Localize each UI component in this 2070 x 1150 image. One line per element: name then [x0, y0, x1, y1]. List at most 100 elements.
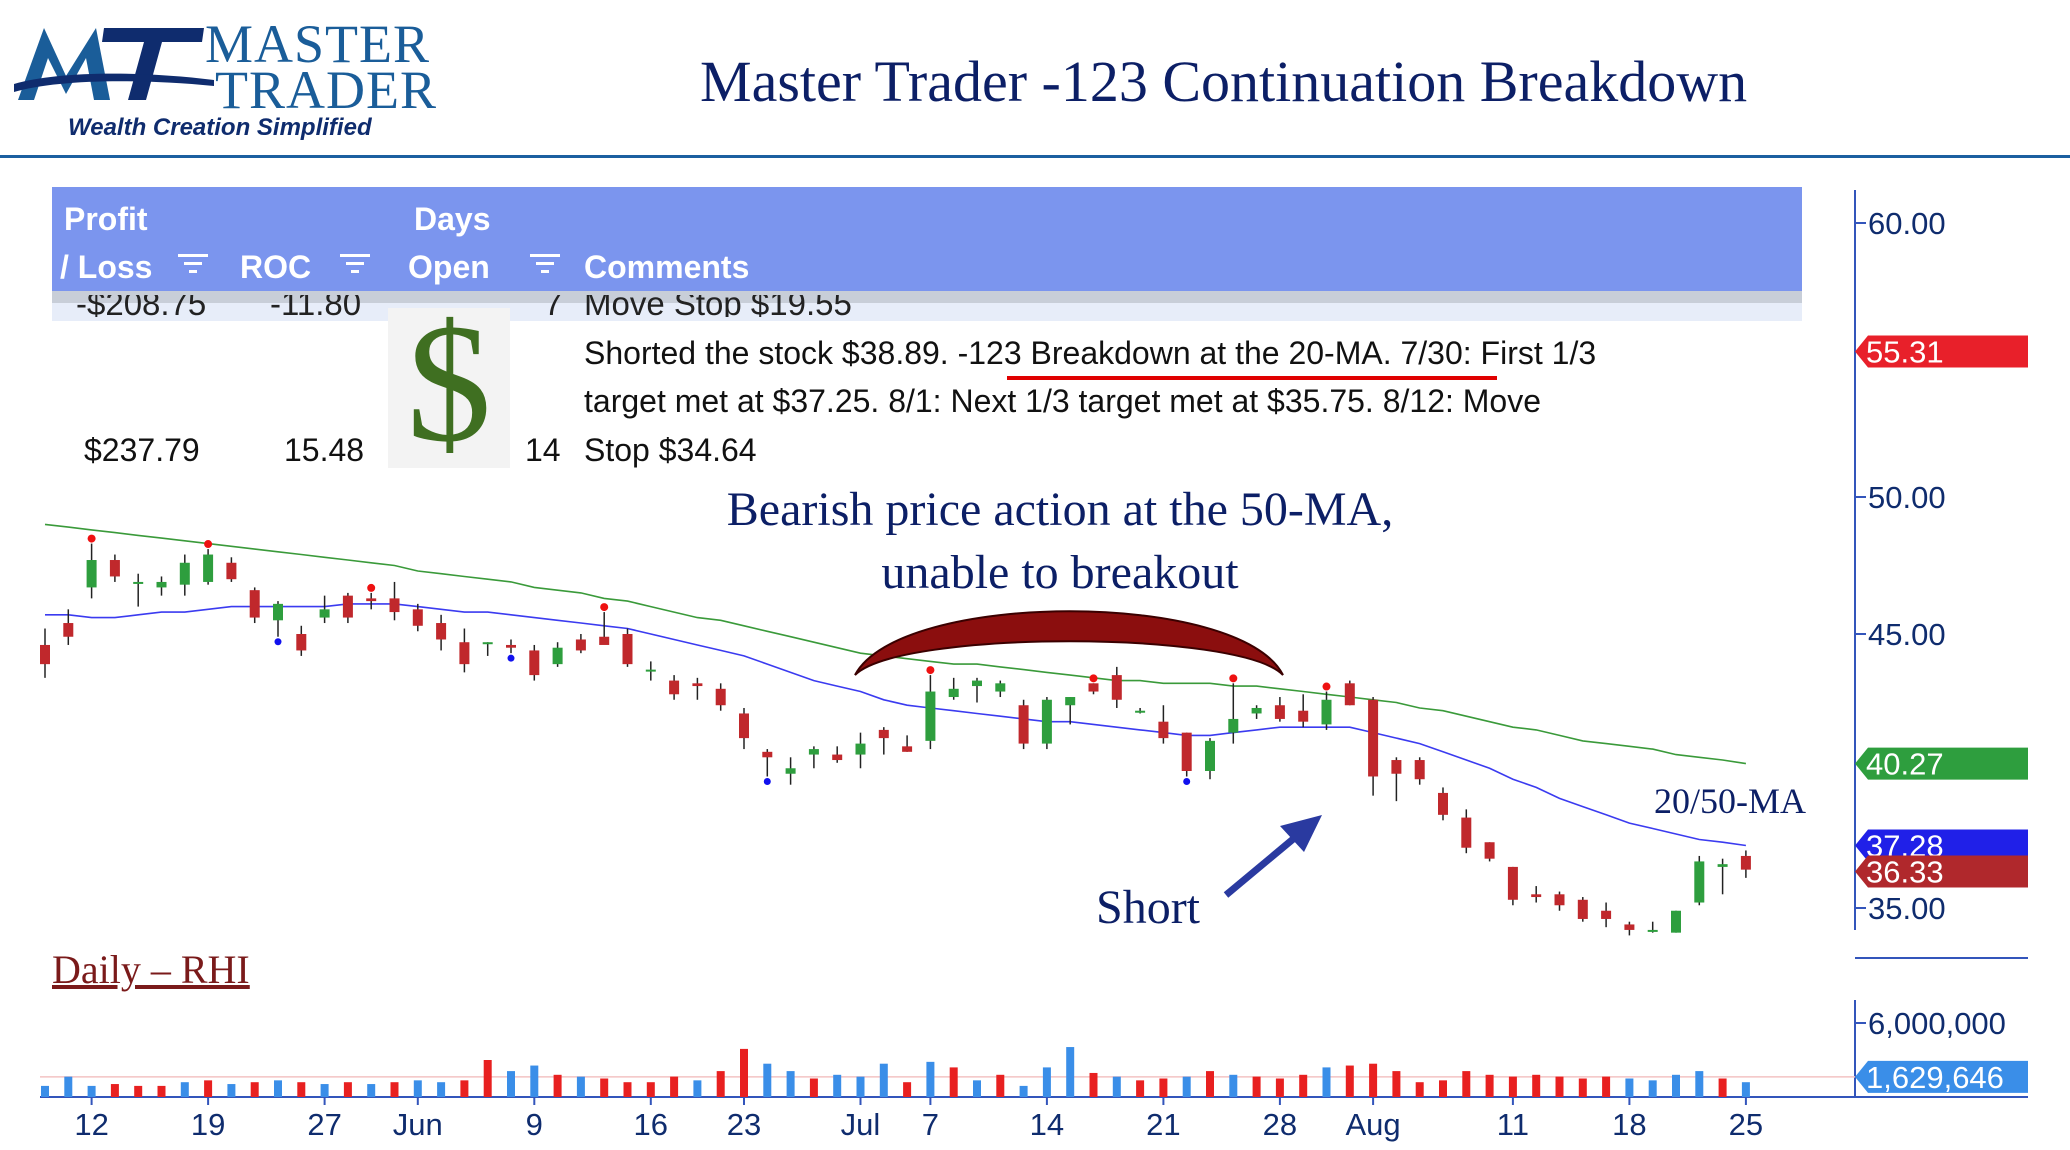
volume-bar [1252, 1076, 1261, 1097]
time-tick-label: 19 [191, 1107, 225, 1142]
candle [1717, 858, 1728, 895]
volume-bar [693, 1080, 702, 1097]
candle-body [273, 603, 283, 621]
volume-bar [856, 1076, 865, 1097]
price-tag [1855, 855, 2028, 888]
filter-icon-profit[interactable] [176, 251, 210, 277]
volume-bar [343, 1082, 352, 1097]
volume-bar [1299, 1074, 1308, 1097]
volume-bar [437, 1082, 446, 1097]
candle-body [179, 562, 190, 585]
volume-bar [1439, 1080, 1447, 1097]
candle [1461, 809, 1472, 854]
volume-bar [1485, 1074, 1494, 1097]
candle [389, 581, 400, 621]
candle-body [948, 688, 959, 698]
candle [1088, 683, 1099, 695]
candle [972, 677, 982, 703]
candle [203, 549, 214, 585]
volume-bar [157, 1085, 166, 1097]
volume-bar [390, 1082, 399, 1097]
candle [86, 543, 97, 599]
candle-body [1368, 699, 1379, 777]
candle [1438, 787, 1448, 821]
volume-bar [1648, 1080, 1657, 1097]
candle [1554, 891, 1565, 911]
annotation-short: Short [1096, 881, 1201, 934]
candle [529, 644, 540, 681]
candle [1181, 732, 1192, 777]
time-tick-label: 25 [1729, 1107, 1763, 1142]
filter-icon-days[interactable] [528, 251, 562, 277]
candle-body [1601, 910, 1612, 919]
candle-body [156, 581, 167, 588]
candle-body [40, 644, 50, 665]
candle [739, 707, 749, 750]
time-tick-label: 28 [1263, 1107, 1297, 1142]
candle [1065, 697, 1076, 725]
pivot-high-marker [1229, 674, 1238, 683]
candle [1041, 697, 1052, 750]
volume-bar [996, 1074, 1005, 1097]
candle-body [1461, 817, 1472, 848]
candle-body [855, 743, 866, 755]
candle-body [1414, 760, 1425, 780]
volume-bar [1508, 1076, 1517, 1097]
candle-body [925, 691, 936, 741]
candle [436, 614, 447, 651]
candle-body [1181, 732, 1192, 771]
candle [156, 576, 167, 596]
candle [482, 642, 493, 656]
time-tick-label: 14 [1030, 1107, 1064, 1142]
candle-body [692, 683, 703, 687]
comment-line-3: Stop $34.64 [584, 432, 757, 468]
candle [715, 683, 726, 711]
volume-bar [926, 1061, 935, 1097]
candle-body [1344, 683, 1355, 706]
volume-bar [1159, 1078, 1168, 1097]
cell-profit: $237.79 [84, 432, 200, 468]
price-tick-label: 35.00 [1868, 891, 1946, 926]
candle-body [1531, 894, 1542, 898]
short-arrow-shaft [1223, 832, 1301, 898]
pivot-high-marker [367, 583, 376, 592]
volume-bar [320, 1084, 329, 1097]
volume-bar [809, 1078, 818, 1097]
price-tick-label: 50.00 [1868, 480, 1946, 515]
cell-days: 14 [525, 432, 561, 468]
filter-icon-roc[interactable] [338, 251, 372, 277]
volume-bar [180, 1082, 189, 1097]
candle-body [1251, 707, 1262, 714]
candle [296, 625, 307, 656]
candle-body [1717, 864, 1728, 867]
candle [1228, 683, 1239, 744]
pivot-high-marker [87, 534, 96, 543]
candle-body [1507, 866, 1518, 900]
candle [1135, 707, 1146, 714]
candle [575, 634, 586, 654]
candle-body [342, 595, 353, 618]
volume-bar [367, 1084, 376, 1097]
candle-body [762, 751, 773, 758]
volume-bar [507, 1071, 515, 1097]
candle-body [366, 598, 377, 602]
candle-body [1158, 721, 1169, 739]
header-days-line1: Days [414, 201, 491, 237]
candle [645, 661, 656, 681]
candle [1274, 697, 1285, 722]
volume-bar [1019, 1085, 1028, 1097]
candle-body [389, 598, 400, 613]
candle-body [622, 634, 633, 665]
volume-bar [1578, 1078, 1587, 1097]
candle-body [902, 746, 913, 752]
price-tick-label: 60.00 [1868, 206, 1946, 241]
candle-body [296, 634, 307, 651]
volume-bar [1555, 1076, 1564, 1097]
candle-body [832, 754, 843, 761]
pivot-low-marker [1183, 777, 1191, 785]
candle-body [599, 636, 610, 645]
candle-body [203, 554, 214, 582]
comment-line-2: target met at $37.25. 8/1: Next 1/3 targ… [584, 383, 1542, 419]
candle [1740, 850, 1751, 878]
candle [1111, 666, 1122, 708]
